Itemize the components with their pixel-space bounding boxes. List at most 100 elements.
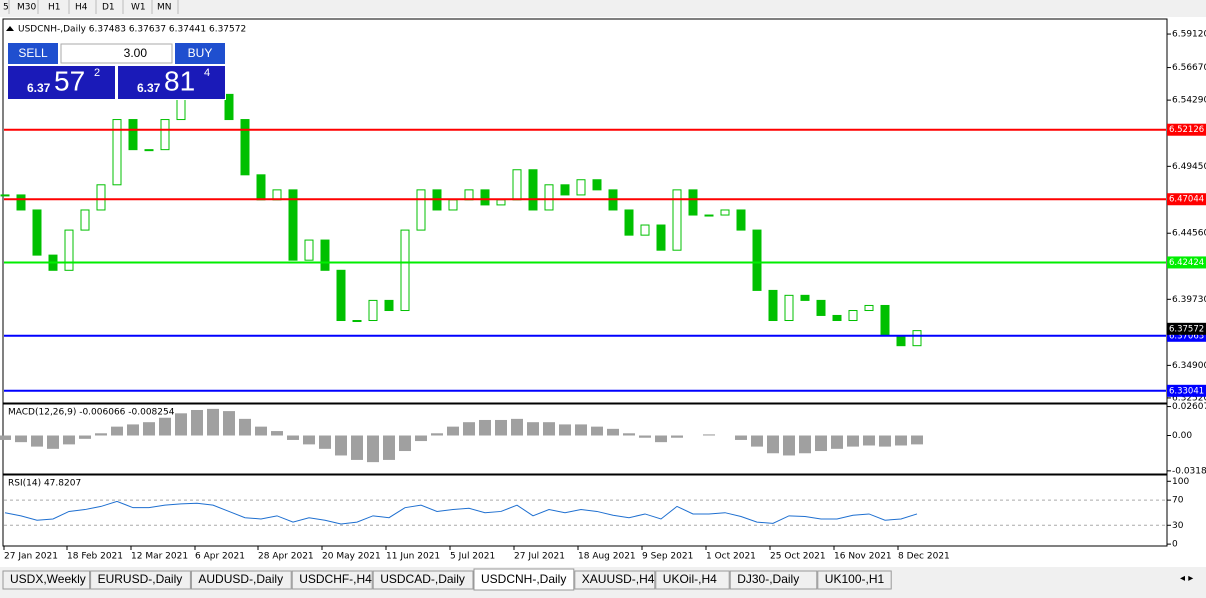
tab[interactable] — [2, 570, 91, 590]
candle — [400, 229, 410, 312]
candle — [832, 314, 842, 322]
macd-bar — [495, 419, 507, 436]
bid-box[interactable] — [8, 66, 115, 99]
collapse-icon[interactable] — [6, 26, 14, 31]
candle — [656, 224, 666, 251]
lot-field[interactable] — [60, 43, 173, 64]
timeframe-button[interactable]: M30 — [17, 3, 36, 13]
sell-button[interactable] — [8, 43, 58, 64]
tab-label[interactable]: UK100-,H1 — [825, 572, 885, 586]
candle — [640, 224, 650, 236]
tab[interactable] — [655, 570, 730, 590]
macd-bar — [303, 435, 315, 445]
candle — [624, 209, 634, 236]
candle — [384, 299, 394, 312]
level-label: 6.33041 — [1169, 386, 1204, 396]
date-label: 9 Sep 2021 — [642, 552, 693, 562]
tab-label[interactable]: UKOil-,H4 — [663, 572, 717, 586]
tab[interactable] — [291, 570, 373, 590]
date-label: 27 Jul 2021 — [514, 552, 565, 562]
tab-label[interactable]: USDX,Weekly — [10, 572, 86, 586]
date-label: 16 Nov 2021 — [834, 552, 892, 562]
tab[interactable] — [372, 570, 474, 590]
candle — [912, 330, 922, 347]
macd-bar — [79, 435, 91, 439]
tab[interactable] — [190, 570, 292, 590]
macd-bar — [527, 422, 539, 436]
macd-bar — [607, 428, 619, 436]
macd-bar — [431, 433, 443, 436]
macd-bar — [671, 435, 683, 438]
tab[interactable] — [729, 570, 818, 590]
macd-bar — [175, 413, 187, 436]
tab[interactable] — [817, 570, 892, 590]
macd-bar — [879, 435, 891, 447]
macd-bar — [63, 435, 75, 445]
timeframe-button[interactable]: 5 — [3, 3, 9, 13]
tab-label[interactable]: XAUUSD-,H4 — [582, 572, 655, 586]
macd-bar — [207, 408, 219, 436]
timeframe-button[interactable]: W1 — [131, 3, 146, 13]
bid-digits: 57 — [54, 65, 85, 96]
lot-value: 3.00 — [124, 46, 148, 60]
macd-bar — [735, 435, 747, 440]
toolbar — [0, 0, 1206, 16]
tab-label[interactable]: AUDUSD-,Daily — [198, 572, 283, 586]
timeframe-button[interactable]: H1 — [48, 3, 61, 13]
y-tick-label: 6.44560 — [1172, 229, 1206, 239]
tab-label[interactable]: EURUSD-,Daily — [98, 572, 183, 586]
ask-box[interactable] — [118, 66, 225, 99]
candle — [16, 194, 26, 211]
candle — [752, 229, 762, 291]
tab-scroll[interactable]: ◂ ▸ — [1180, 573, 1193, 584]
date-label: 20 May 2021 — [322, 552, 381, 562]
tab[interactable] — [473, 568, 575, 591]
date-label: 18 Aug 2021 — [578, 552, 636, 562]
date-label: 25 Oct 2021 — [770, 552, 826, 562]
tab-label[interactable]: USDCHF-,H4 — [299, 572, 372, 586]
tab[interactable] — [90, 570, 191, 590]
y-tick-label: 70 — [1172, 496, 1184, 506]
candle — [128, 119, 138, 151]
timeframe-button[interactable]: H4 — [75, 3, 88, 13]
macd-bar — [783, 435, 795, 456]
buy-button[interactable] — [175, 43, 225, 64]
date-label: 27 Jan 2021 — [4, 552, 58, 562]
candle — [560, 184, 570, 196]
timeframe-button[interactable]: MN — [157, 3, 172, 13]
macd-bar — [447, 426, 459, 436]
timeframe-button[interactable]: D1 — [102, 3, 115, 13]
candle — [736, 209, 746, 231]
macd-bar — [863, 435, 875, 446]
y-tick-label: 0 — [1172, 540, 1178, 550]
y-tick-label: 0.00 — [1172, 431, 1192, 441]
candle — [80, 209, 90, 231]
ask-frac: 4 — [204, 67, 210, 79]
level-label: 6.52126 — [1169, 125, 1204, 135]
macd-bar — [351, 435, 363, 460]
buy-label: BUY — [188, 46, 213, 60]
candle — [848, 310, 858, 322]
macd-bar — [159, 417, 171, 436]
date-label: 8 Dec 2021 — [898, 552, 950, 562]
tab-label[interactable]: USDCNH-,Daily — [481, 572, 566, 586]
tab[interactable] — [574, 570, 656, 590]
candle — [800, 294, 810, 301]
candle — [224, 93, 234, 121]
ask-digits: 81 — [164, 65, 195, 96]
candle — [416, 189, 426, 231]
candle — [144, 149, 154, 152]
candle — [32, 209, 42, 256]
candle — [688, 189, 698, 216]
date-label: 6 Apr 2021 — [195, 552, 245, 562]
level-tag — [1167, 193, 1206, 206]
date-label: 18 Feb 2021 — [67, 552, 123, 562]
tab-label[interactable]: USDCAD-,Daily — [380, 572, 465, 586]
candle — [352, 320, 362, 323]
macd-bar — [271, 431, 283, 436]
candle — [544, 184, 554, 211]
macd-bar — [751, 435, 763, 447]
tab-label[interactable]: DJ30-,Daily — [737, 572, 799, 586]
macd-bar — [895, 435, 907, 446]
